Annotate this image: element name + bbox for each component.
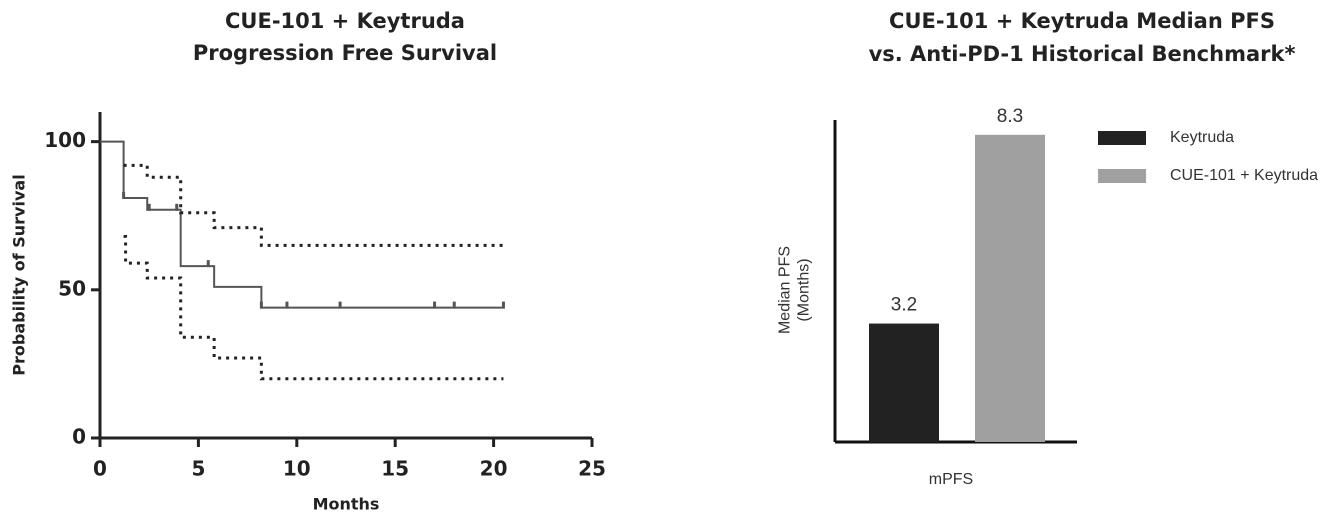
- chart-title: vs. Anti-PD-1 Historical Benchmark*: [869, 42, 1296, 66]
- x-tick-label: 15: [381, 457, 409, 481]
- x-axis-label: Months: [313, 495, 380, 514]
- bar: [869, 323, 939, 442]
- data-label: 3.2: [891, 295, 917, 316]
- y-tick-label: 100: [44, 128, 86, 152]
- survival-line: [100, 140, 504, 309]
- legend-label: CUE-101 + Keytruda: [1170, 167, 1318, 184]
- x-axis-label: mPFS: [929, 471, 973, 488]
- x-tick-label: 10: [283, 457, 311, 481]
- x-tick-label: 0: [93, 457, 107, 481]
- bar: [975, 134, 1045, 442]
- survival-line: [123, 234, 504, 381]
- y-axis-label: (Months): [796, 258, 813, 321]
- x-tick-label: 5: [191, 457, 205, 481]
- legend-swatch: [1098, 169, 1146, 183]
- y-tick-label: 0: [72, 425, 86, 449]
- survival-line: [123, 163, 504, 247]
- data-label: 8.3: [997, 106, 1023, 127]
- chart-title: CUE-101 + Keytruda Median PFS: [889, 9, 1275, 33]
- legend-label: Keytruda: [1170, 129, 1234, 146]
- chart-title: CUE-101 + Keytruda: [225, 9, 465, 33]
- y-tick-label: 50: [58, 276, 86, 300]
- chart-title: Progression Free Survival: [193, 41, 497, 65]
- y-axis-label: Probability of Survival: [10, 174, 29, 375]
- x-tick-label: 25: [578, 457, 606, 481]
- x-tick-label: 20: [480, 457, 508, 481]
- legend-swatch: [1098, 131, 1146, 145]
- y-axis-label: Median PFS: [777, 246, 794, 334]
